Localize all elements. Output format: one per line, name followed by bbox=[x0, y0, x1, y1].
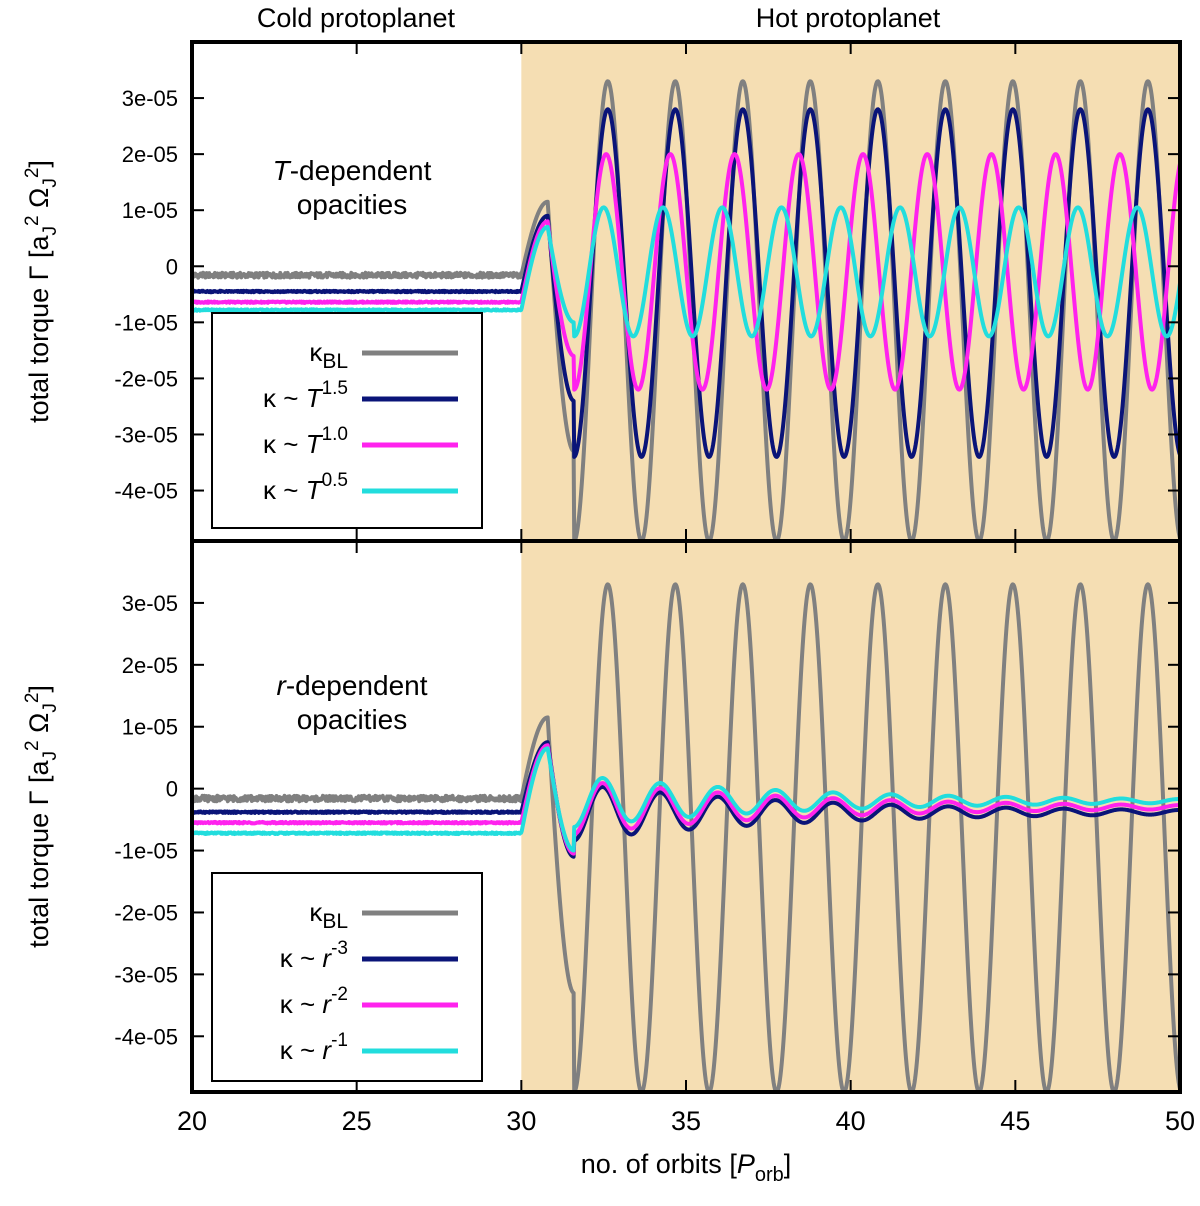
legend-label: κBL bbox=[309, 337, 348, 373]
legend-label: κ ~ r-2 bbox=[280, 984, 348, 1019]
series-line-dark-blue bbox=[192, 107, 1180, 459]
x-tick-label: 45 bbox=[1000, 1106, 1030, 1136]
panel-bottom: -4e-05 -3e-05 -2e-05 -1e-05 0 1e-05 2e-05 3e-05… bbox=[22, 539, 1195, 1186]
x-tick-label: 35 bbox=[671, 1106, 701, 1136]
legend-label: κ ~ T1.5 bbox=[263, 378, 348, 413]
legend-box bbox=[211, 872, 483, 1082]
x-axis-title: no. of orbits [Porb] bbox=[581, 1149, 792, 1186]
legend-label: κBL bbox=[309, 897, 348, 933]
y-tick-label: -1e-05 bbox=[114, 310, 178, 335]
series-line-kappa-bl bbox=[192, 582, 1180, 1092]
series-line-magenta bbox=[192, 743, 1180, 856]
y-axis-title: total torque Γ [aJ2 ΩJ2] bbox=[22, 160, 61, 423]
y-tick-label: -4e-05 bbox=[114, 1024, 178, 1049]
y-axis-title: total torque Γ [aJ2 ΩJ2] bbox=[22, 685, 61, 948]
series-line-dark-blue bbox=[192, 740, 1180, 859]
y-tick-label: -1e-05 bbox=[114, 839, 178, 864]
x-tick-label: 25 bbox=[342, 1106, 372, 1136]
legend-label: κ ~ r-3 bbox=[280, 938, 348, 973]
panel-top: -4e-05 -3e-05 -2e-05 -1e-05 0 1e-05 2e-05 3e-05… bbox=[22, 40, 1182, 543]
legend-label: κ ~ T0.5 bbox=[263, 470, 348, 505]
legend-label: κ ~ T1.0 bbox=[263, 424, 348, 459]
y-tick-label: -3e-05 bbox=[114, 422, 178, 447]
panel-note-line2: opacities bbox=[297, 704, 408, 735]
y-tick-label: 2e-05 bbox=[122, 653, 178, 678]
series-line-magenta bbox=[192, 152, 1180, 392]
y-tick-label: -2e-05 bbox=[114, 366, 178, 391]
series-line-cyan bbox=[192, 205, 1180, 339]
y-tick-label: 1e-05 bbox=[122, 198, 178, 223]
panels: -4e-05 -3e-05 -2e-05 -1e-05 0 1e-05 2e-05 3e-05… bbox=[22, 40, 1195, 1186]
hot-protoplanet-label: Hot protoplanet bbox=[756, 3, 941, 33]
y-tick-label: 3e-05 bbox=[122, 591, 178, 616]
y-tick-label: 1e-05 bbox=[122, 715, 178, 740]
x-tick-label: 40 bbox=[836, 1106, 866, 1136]
panel-note-line1: r-dependent bbox=[276, 670, 427, 701]
y-tick-label: 3e-05 bbox=[122, 86, 178, 111]
y-tick-label: 2e-05 bbox=[122, 142, 178, 167]
panel-note-line2: opacities bbox=[297, 189, 408, 220]
y-tick-label: -2e-05 bbox=[114, 900, 178, 925]
legend-label: κ ~ r-1 bbox=[280, 1030, 348, 1065]
legend-box bbox=[211, 312, 483, 529]
series-line-cyan bbox=[192, 746, 1180, 853]
y-tick-label: -4e-05 bbox=[114, 479, 178, 504]
y-tick-label: 0 bbox=[166, 777, 178, 802]
x-tick-label: 50 bbox=[1165, 1106, 1195, 1136]
panel-note-line1: T-dependent bbox=[273, 155, 432, 186]
y-tick-label: 0 bbox=[166, 254, 178, 279]
x-tick-label: 20 bbox=[177, 1106, 207, 1136]
y-tick-label: -3e-05 bbox=[114, 962, 178, 987]
cold-protoplanet-label: Cold protoplanet bbox=[257, 3, 456, 33]
x-tick-label: 30 bbox=[506, 1106, 536, 1136]
